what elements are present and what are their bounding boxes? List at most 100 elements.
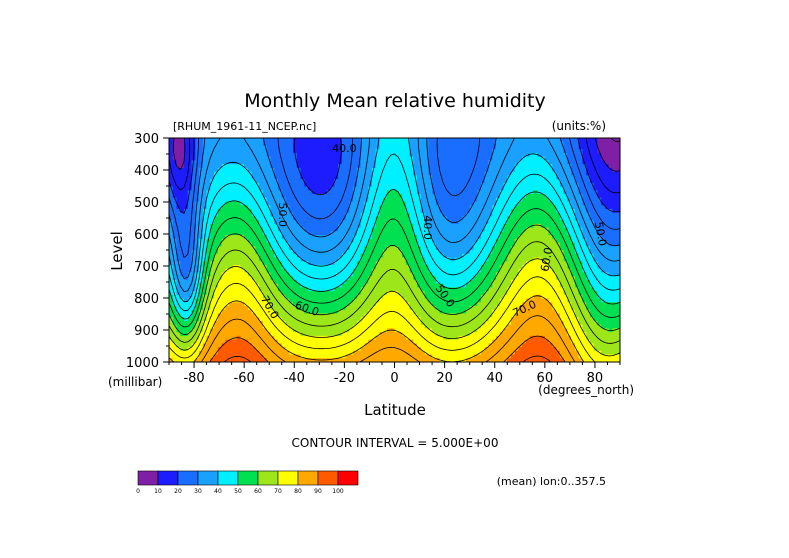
field-cell [368,212,373,217]
field-cell [608,141,614,147]
field-cell [492,220,497,225]
field-cell [180,291,185,296]
field-cell [356,141,362,147]
field-cell [214,167,219,173]
field-cell [556,205,561,210]
field-cell [526,283,531,288]
field-cell [417,257,422,262]
field-cell [529,152,535,158]
field-cell [326,235,332,240]
field-cell [202,164,208,169]
field-cell [281,197,287,203]
field-cell [398,212,403,217]
field-cell [616,175,620,180]
field-cell [259,287,264,292]
field-cell [601,149,606,154]
field-cell [232,291,238,296]
field-cell [413,283,418,288]
field-cell [293,160,298,165]
field-cell [289,160,294,165]
field-cell [544,231,550,236]
field-cell [458,152,463,158]
field-cell [217,246,223,251]
field-cell [274,197,279,203]
field-cell [296,141,302,147]
field-cell [375,235,381,240]
field-cell [274,182,279,188]
field-cell [529,261,535,266]
field-cell [511,235,516,240]
field-cell [469,182,475,188]
field-cell [187,238,193,244]
field-cell [383,149,388,154]
field-cell [356,201,362,206]
field-cell [533,201,538,206]
field-cell [293,268,298,273]
field-cell [169,152,174,158]
field-cell [484,242,490,247]
field-cell [383,175,388,180]
field-cell [458,167,463,173]
field-cell [262,138,268,143]
field-cell [214,216,219,221]
field-cell [469,149,475,154]
field-cell [409,253,414,259]
field-cell [293,276,298,281]
field-cell [608,238,614,244]
field-cell [236,208,242,214]
field-cell [375,149,381,154]
field-cell [450,283,456,288]
field-cell [608,186,614,191]
field-cell [518,160,523,165]
field-cell [281,261,287,266]
field-cell [462,152,467,158]
field-cell [202,227,208,232]
field-cell [616,201,620,206]
field-cell [364,156,369,161]
field-cell [274,149,279,154]
field-cell [544,250,550,255]
field-cell [247,179,253,184]
field-cell [582,264,587,270]
field-cell [315,149,320,154]
field-cell [589,141,595,147]
field-cell [495,279,501,285]
field-cell [608,175,614,180]
field-cell [552,231,557,236]
field-cell [428,264,433,270]
field-cell [533,145,538,150]
field-cell [199,190,204,195]
field-cell [420,287,426,292]
field-cell [172,283,178,288]
field-cell [195,145,200,150]
field-cell [300,238,305,244]
field-cell [469,190,475,195]
field-cell [552,197,557,203]
field-cell [541,160,546,165]
field-cell [469,216,475,221]
field-cell [450,141,456,147]
field-cell [518,242,523,247]
field-cell [443,212,448,217]
field-cell [330,279,335,285]
field-cell [262,186,268,191]
field-cell [360,190,366,195]
field-cell [604,141,610,147]
field-cell [428,149,433,154]
field-cell [458,216,463,221]
field-cell [589,283,595,288]
field-cell [383,276,388,281]
field-cell [281,238,287,244]
field-cell [225,156,230,161]
field-cell [559,205,565,210]
field-cell [544,287,550,292]
field-cell [458,186,463,191]
field-cell [601,208,606,214]
field-cell [210,287,215,292]
field-cell [202,208,208,214]
field-cell [604,152,610,158]
field-cell [266,264,272,270]
field-cell [386,235,392,240]
field-cell [439,182,444,188]
field-cell [281,190,287,195]
